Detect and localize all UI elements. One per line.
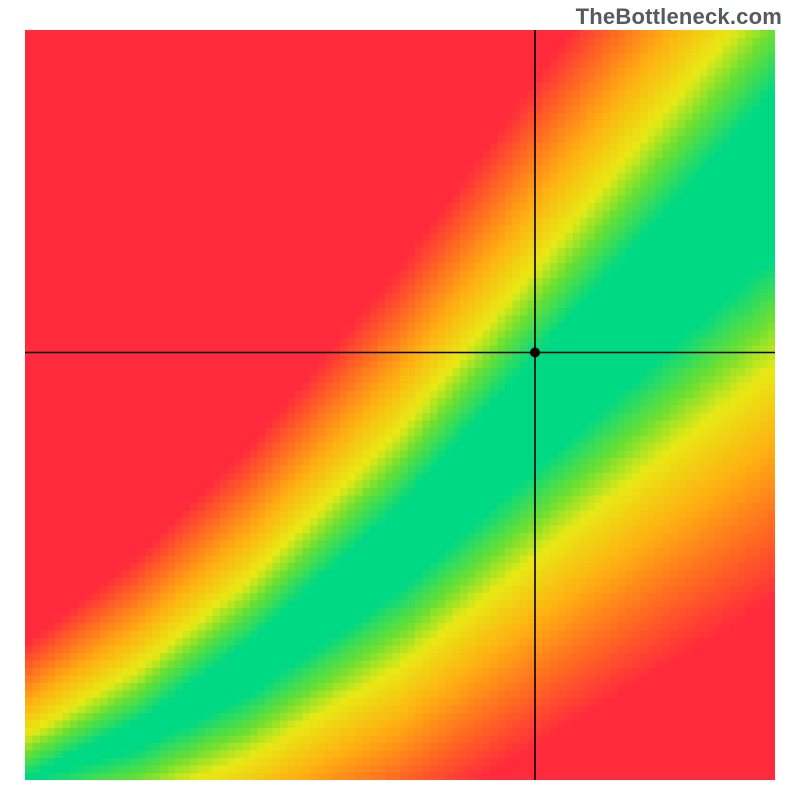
watermark-text: TheBottleneck.com bbox=[576, 4, 782, 30]
crosshair-marker bbox=[530, 348, 540, 358]
bottleneck-heatmap bbox=[25, 30, 775, 780]
heatmap-svg bbox=[25, 30, 775, 780]
